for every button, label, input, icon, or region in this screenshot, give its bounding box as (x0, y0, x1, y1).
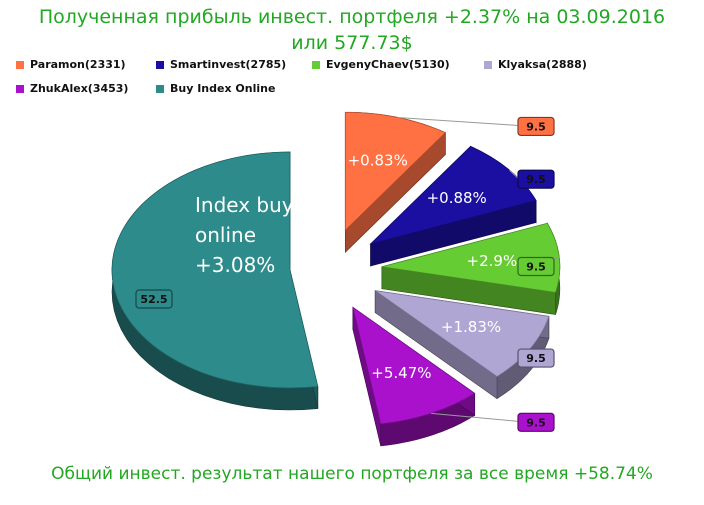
slice-label: +0.88% (427, 189, 487, 207)
value-callout-text: 9.5 (526, 173, 546, 186)
legend-swatch (156, 84, 164, 93)
slice-label: Index buy online +3.08% (195, 193, 294, 277)
value-callout (517, 169, 555, 189)
title-line-2: или 577.73$ (291, 32, 413, 54)
legend-label: EvgenyChaev(5130) (326, 58, 450, 71)
pie-slice (369, 145, 537, 245)
pie-slice (111, 151, 319, 389)
legend-swatch (484, 60, 492, 69)
legend-item: ZhukAlex(3453) (16, 82, 128, 95)
chart-title: Полученная прибыль инвест. портфеля +2.3… (0, 4, 704, 56)
legend-label: ZhukAlex(3453) (30, 82, 129, 95)
value-callout-text: 9.5 (526, 120, 546, 133)
legend-label: Smartinvest(2785) (170, 58, 287, 71)
value-callout (517, 412, 555, 432)
value-callout-text: 9.5 (526, 416, 546, 429)
legend-swatch (312, 60, 320, 69)
pie-slice (352, 306, 476, 425)
legend-item: Paramon(2331) (16, 58, 126, 71)
slice-label: +5.47% (371, 364, 431, 382)
callout-leader (397, 116, 519, 126)
legend-swatch (156, 60, 164, 69)
callout-leader (509, 169, 519, 179)
legend-swatch (16, 84, 24, 93)
value-callout-text: 9.5 (526, 260, 546, 273)
value-callout (135, 289, 173, 309)
slice-label: +2.9% (467, 252, 518, 270)
callout-leader (431, 412, 519, 422)
value-callout (517, 116, 555, 137)
value-callout-text: 9.5 (526, 352, 546, 365)
title-line-1: Полученная прибыль инвест. портфеля +2.3… (38, 6, 666, 28)
slice-label: +1.83% (441, 318, 501, 336)
slice-label: +0.83% (348, 151, 408, 169)
legend-item: Buy Index Online (156, 82, 275, 95)
legend-item: Klyaksa(2888) (484, 58, 587, 71)
value-callout-text: 52.5 (140, 293, 167, 306)
legend-swatch (16, 60, 24, 69)
legend-item: Smartinvest(2785) (156, 58, 286, 71)
chart-footer: Общий инвест. результат нашего портфеля … (51, 464, 653, 484)
value-callout (517, 348, 555, 368)
value-callout (517, 256, 555, 277)
legend-label: Paramon(2331) (30, 58, 126, 71)
legend-item: EvgenyChaev(5130) (312, 58, 450, 71)
pie-slice (381, 222, 561, 293)
legend-label: Klyaksa(2888) (498, 58, 587, 71)
legend-label: Buy Index Online (170, 82, 276, 95)
